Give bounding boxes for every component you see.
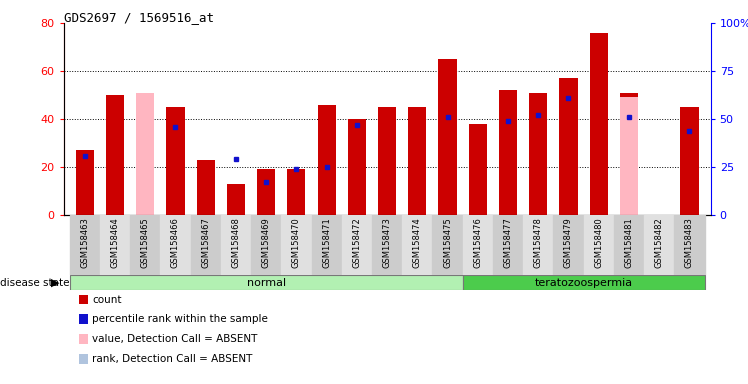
Text: GSM158472: GSM158472 <box>352 217 361 268</box>
Bar <box>191 215 221 275</box>
Text: teratozoospermia: teratozoospermia <box>535 278 633 288</box>
Bar <box>614 215 644 275</box>
Text: GSM158466: GSM158466 <box>171 217 180 268</box>
Bar <box>257 169 275 215</box>
Bar <box>554 215 583 275</box>
Bar <box>287 169 305 215</box>
Bar <box>136 93 154 215</box>
Text: GSM158469: GSM158469 <box>262 217 271 268</box>
Text: ▶: ▶ <box>52 278 60 288</box>
Text: GSM158467: GSM158467 <box>201 217 210 268</box>
Bar <box>589 33 608 215</box>
Text: GSM158471: GSM158471 <box>322 217 331 268</box>
Text: GSM158481: GSM158481 <box>625 217 634 268</box>
Text: GSM158478: GSM158478 <box>534 217 543 268</box>
Bar <box>583 215 614 275</box>
Text: GSM158482: GSM158482 <box>654 217 663 268</box>
Bar <box>227 184 245 215</box>
Bar <box>408 107 426 215</box>
Bar <box>100 215 130 275</box>
Text: rank, Detection Call = ABSENT: rank, Detection Call = ABSENT <box>92 354 252 364</box>
Text: GSM158483: GSM158483 <box>685 217 694 268</box>
Bar <box>70 275 463 290</box>
Bar <box>281 215 311 275</box>
Bar <box>438 59 456 215</box>
Text: GSM158477: GSM158477 <box>503 217 512 268</box>
Bar <box>681 107 699 215</box>
Text: count: count <box>92 295 121 305</box>
Bar <box>70 215 100 275</box>
Text: GSM158476: GSM158476 <box>473 217 482 268</box>
Bar <box>372 215 402 275</box>
Bar <box>560 78 577 215</box>
Bar <box>463 215 493 275</box>
Bar <box>620 93 638 215</box>
Text: percentile rank within the sample: percentile rank within the sample <box>92 314 268 324</box>
Text: GSM158468: GSM158468 <box>231 217 240 268</box>
Bar <box>251 215 281 275</box>
Text: GSM158473: GSM158473 <box>382 217 392 268</box>
Bar <box>644 215 674 275</box>
Text: disease state: disease state <box>0 278 70 288</box>
Bar <box>402 215 432 275</box>
Bar <box>432 215 463 275</box>
Bar <box>311 215 342 275</box>
Text: GSM158479: GSM158479 <box>564 217 573 268</box>
Bar <box>348 119 366 215</box>
Bar <box>620 98 638 215</box>
Bar <box>197 160 215 215</box>
Text: value, Detection Call = ABSENT: value, Detection Call = ABSENT <box>92 334 257 344</box>
Text: GSM158464: GSM158464 <box>111 217 120 268</box>
Text: GDS2697 / 1569516_at: GDS2697 / 1569516_at <box>64 12 214 25</box>
Bar <box>529 93 548 215</box>
Bar <box>499 90 517 215</box>
Text: GSM158474: GSM158474 <box>413 217 422 268</box>
Bar <box>674 215 705 275</box>
Bar <box>160 215 191 275</box>
Bar <box>221 215 251 275</box>
Bar <box>463 275 705 290</box>
Bar <box>523 215 554 275</box>
Bar <box>106 95 124 215</box>
Text: GSM158480: GSM158480 <box>594 217 603 268</box>
Text: GSM158463: GSM158463 <box>80 217 89 268</box>
Text: normal: normal <box>247 278 286 288</box>
Bar <box>378 107 396 215</box>
Bar <box>130 215 160 275</box>
Text: GSM158465: GSM158465 <box>141 217 150 268</box>
Text: GSM158475: GSM158475 <box>443 217 452 268</box>
Bar <box>342 215 372 275</box>
Bar <box>166 107 185 215</box>
Text: GSM158470: GSM158470 <box>292 217 301 268</box>
Bar <box>469 124 487 215</box>
Bar <box>493 215 523 275</box>
Bar <box>318 104 336 215</box>
Bar <box>76 150 94 215</box>
